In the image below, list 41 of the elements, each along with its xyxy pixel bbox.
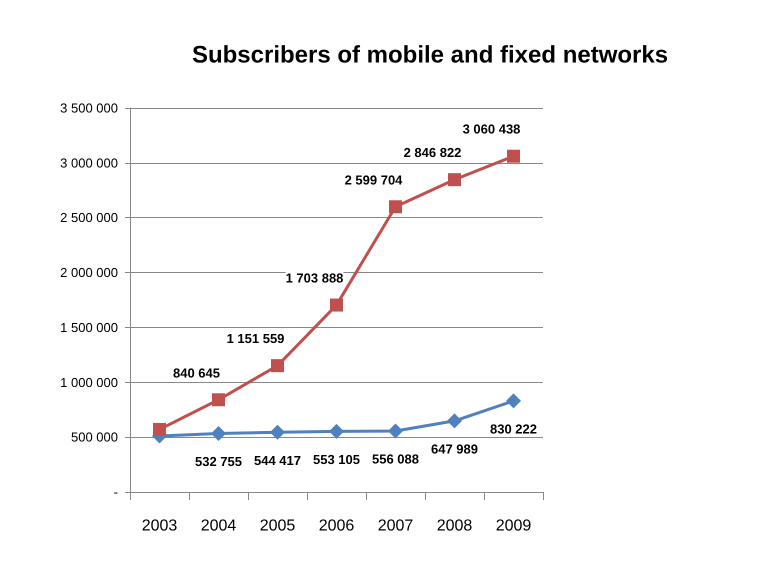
chart-title: Subscribers of mobile and fixed networks	[192, 42, 668, 68]
data-label: 544 417	[254, 452, 301, 468]
x-tick-label: 2006	[318, 518, 354, 534]
x-tick-label: 2008	[436, 518, 472, 534]
y-tick-label: 1 500 000	[60, 320, 118, 335]
data-label: 1 151 559	[226, 331, 284, 346]
point	[212, 393, 225, 406]
y-tick-label: 1 000 000	[60, 374, 118, 390]
x-tick-label: 2004	[200, 518, 236, 534]
y-tick-label: 500 000	[71, 430, 118, 445]
x-tick-label: 2007	[378, 518, 414, 534]
data-label: 840 645	[173, 365, 220, 380]
point	[506, 393, 521, 408]
data-label: 2 846 822	[404, 145, 462, 160]
point	[388, 423, 403, 438]
y-tick-label: 2 000 000	[60, 265, 118, 280]
point	[329, 424, 344, 439]
point	[153, 422, 166, 436]
point	[389, 200, 402, 214]
x-tick-label: 2009	[496, 518, 532, 534]
data-label: 2 599 704	[344, 172, 404, 188]
data-label: 1 703 888	[286, 270, 344, 286]
y-tick-label: 3 000 000	[60, 155, 118, 170]
y-tick-label: -	[114, 484, 118, 500]
data-label: 830 222	[490, 421, 537, 436]
data-label: 3 060 438	[462, 122, 520, 137]
data-label: 532 755	[195, 454, 242, 470]
point	[447, 413, 462, 428]
x-tick-label: 2003	[142, 518, 178, 534]
data-label: 556 088	[372, 451, 419, 466]
x-tick-label: 2005	[260, 518, 296, 534]
y-tick-label: 3 500 000	[60, 100, 118, 116]
point	[330, 298, 343, 312]
point	[211, 426, 226, 442]
point	[270, 424, 285, 440]
data-label: 647 989	[431, 441, 478, 456]
y-tick-label: 2 500 000	[60, 210, 118, 226]
data-label: 553 105	[313, 452, 360, 467]
point	[271, 359, 284, 372]
point	[448, 173, 461, 186]
point	[507, 150, 520, 163]
